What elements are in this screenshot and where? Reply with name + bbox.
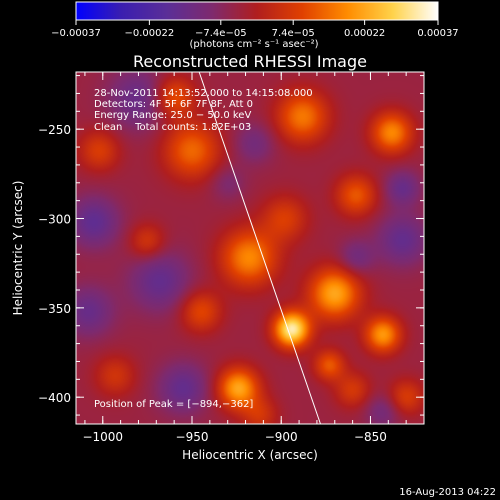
colorbar-ticks: −0.00037 −0.00022 −7.4e−05 7.4e−05 0.00022 0.… <box>51 20 459 39</box>
x-tick-label: −1000 <box>82 430 123 444</box>
y-axis-ticks: −250 −300 −350 −400 <box>38 75 424 416</box>
x-tick-label: −950 <box>176 430 209 444</box>
footer-timestamp: 16-Aug-2013 04:22 <box>399 487 496 498</box>
annotation-time-range: 28-Nov-2011 14:13:52.000 to 14:15:08.000 <box>94 88 313 99</box>
x-axis-ticks: −1000 −950 −900 −850 <box>82 72 425 444</box>
annotation-energy-range: Energy Range: 25.0 − 50.0 keV <box>94 110 251 121</box>
annotation-peak-position: Position of Peak = [−894,−362] <box>94 399 253 410</box>
annotation-method-counts: Clean Total counts: 1.82E+03 <box>94 122 251 133</box>
y-tick-label: −300 <box>38 213 71 227</box>
plot-frame <box>75 71 425 425</box>
colorbar-tick-label: −7.4e−05 <box>195 28 247 39</box>
annotation-detectors: Detectors: 4F 5F 6F 7F 8F, Att 0 <box>94 99 253 110</box>
colorbar-tick-label: 0.00037 <box>417 28 458 39</box>
chart-title: Reconstructed RHESSI Image <box>133 52 367 71</box>
colorbar-tick-label: 7.4e−05 <box>272 28 315 39</box>
x-tick-label: −850 <box>354 430 387 444</box>
colorbar-tick-label: 0.00022 <box>344 28 385 39</box>
x-axis-label: Heliocentric X (arcsec) <box>182 448 318 462</box>
y-tick-label: −350 <box>38 302 71 316</box>
y-tick-label: −400 <box>38 391 71 405</box>
heatmap-image <box>76 72 424 424</box>
colorbar <box>75 1 439 21</box>
colorbar-tick-label: −0.00022 <box>125 28 175 39</box>
solar-limb-line <box>198 72 321 424</box>
x-tick-label: −900 <box>265 430 298 444</box>
y-axis-label: Heliocentric Y (arcsec) <box>11 181 25 316</box>
colorbar-unit-label: (photons cm⁻² s⁻¹ asec⁻²) <box>189 39 318 50</box>
colorbar-tick-label: −0.00037 <box>51 28 101 39</box>
y-tick-label: −250 <box>38 123 71 137</box>
